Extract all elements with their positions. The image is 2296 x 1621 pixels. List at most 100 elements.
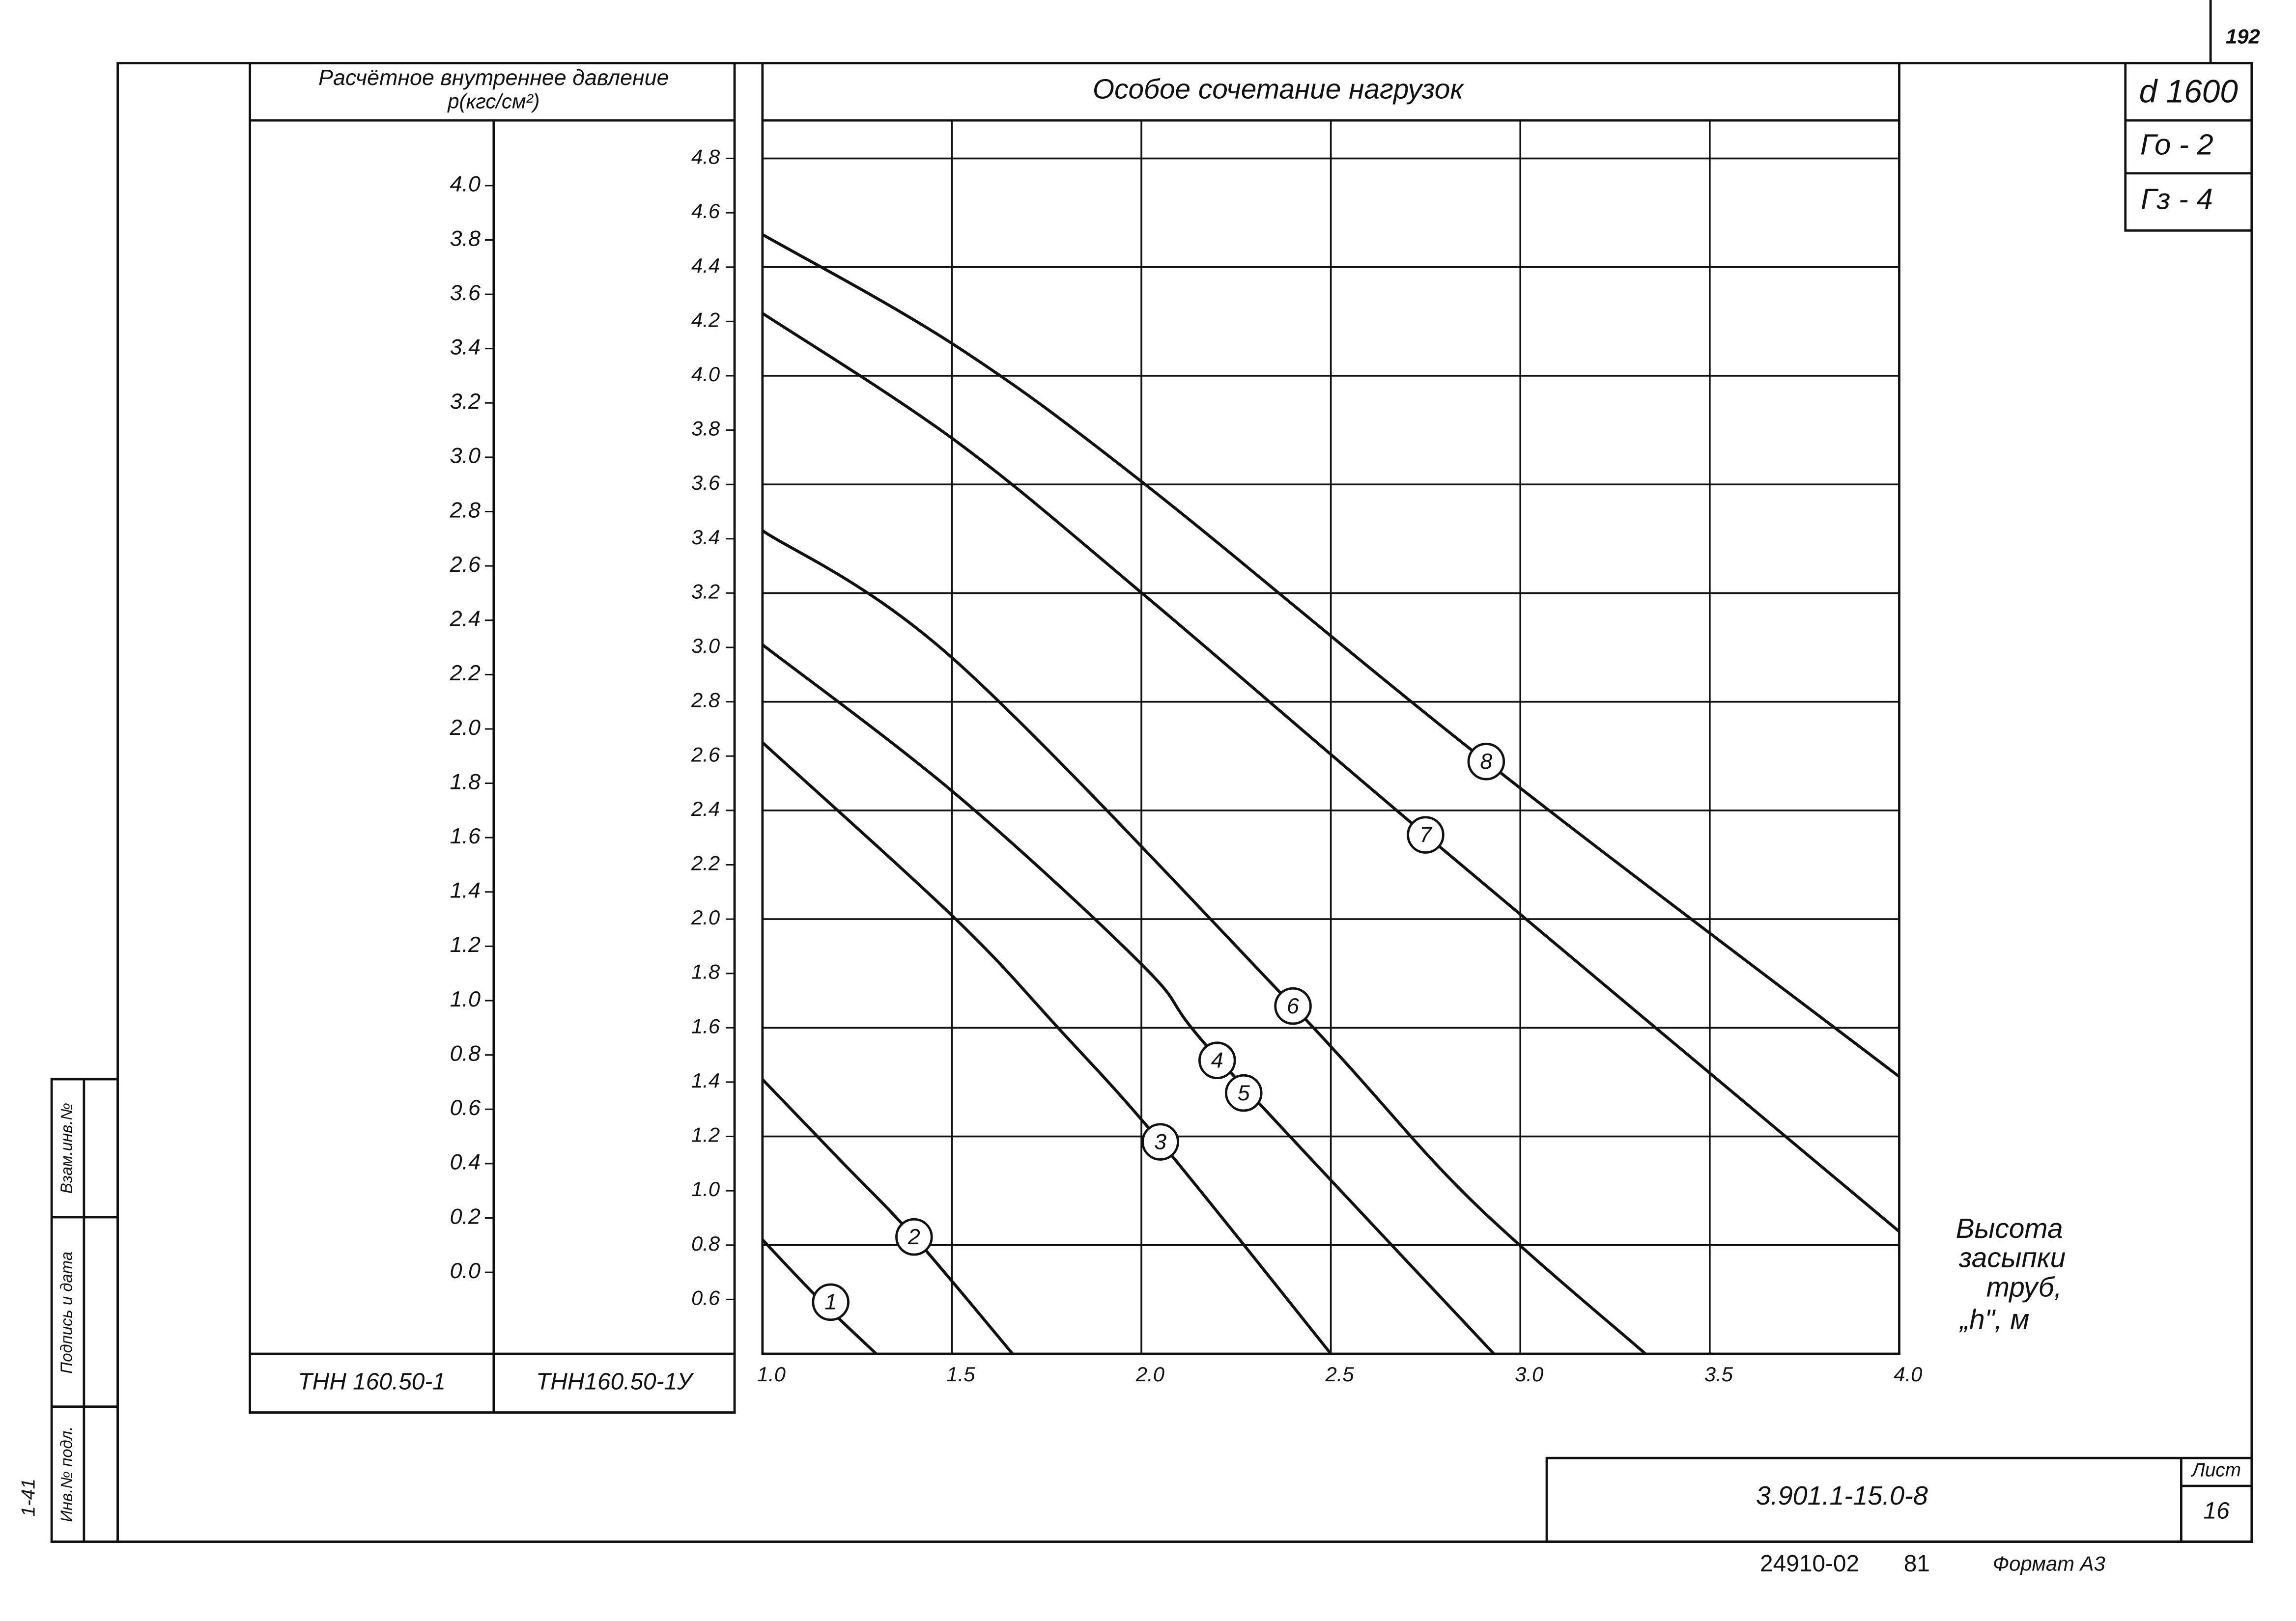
y-tick-label: 0.6 bbox=[691, 1286, 720, 1309]
order-number: 24910-02 bbox=[1760, 1551, 1859, 1577]
y-tick-label: 2.8 bbox=[691, 689, 720, 712]
curve-label: 6 bbox=[1287, 993, 1299, 1018]
curve-label: 7 bbox=[1419, 822, 1433, 847]
doc-code: 3.901.1-15.0-8 bbox=[1756, 1481, 1928, 1510]
title-block bbox=[1545, 1456, 2253, 1543]
curve-label: 8 bbox=[1480, 749, 1492, 774]
y-tick-label: 3.6 bbox=[691, 471, 720, 494]
page-number: 192 bbox=[2226, 25, 2260, 48]
y-tick-label: 3.4 bbox=[691, 526, 720, 549]
side-label: Инв.№ подл. bbox=[57, 1426, 76, 1522]
stamp-box bbox=[2124, 62, 2253, 232]
y2-tick-label: 2.6 bbox=[450, 552, 481, 577]
y2-tick-label: 0.0 bbox=[450, 1258, 481, 1283]
curve-label: 1 bbox=[824, 1289, 837, 1314]
chart-title: Особое сочетание нагрузок bbox=[1093, 74, 1464, 105]
y-tick-label: 2.0 bbox=[691, 906, 720, 929]
y-tick-label: 3.8 bbox=[691, 417, 720, 440]
y2-tick-label: 2.0 bbox=[450, 715, 481, 740]
column-label: ТНН160.50-1У bbox=[536, 1369, 694, 1395]
format: Формат А3 bbox=[1993, 1552, 2105, 1575]
y2-tick-label: 2.2 bbox=[450, 660, 481, 685]
x-tick-label: 4.0 bbox=[1894, 1363, 1922, 1386]
x-tick-label: 2.0 bbox=[1135, 1363, 1164, 1386]
stamp-text: Гз - 4 bbox=[2141, 182, 2213, 215]
x-label: Высота bbox=[1956, 1213, 2063, 1244]
y2-tick-label: 2.4 bbox=[450, 606, 481, 631]
y2-tick-label: 3.0 bbox=[450, 443, 481, 468]
y2-tick-label: 0.8 bbox=[450, 1040, 481, 1065]
left-panel bbox=[249, 62, 736, 1414]
x-tick-label: 2.5 bbox=[1325, 1363, 1355, 1386]
curve bbox=[762, 529, 1646, 1355]
y-tick-label: 4.6 bbox=[691, 199, 720, 223]
y-tick-label: 2.6 bbox=[691, 743, 720, 766]
y-label: Расчётное внутреннее давление bbox=[318, 65, 669, 90]
curve-label: 2 bbox=[907, 1224, 920, 1249]
side-label: Подпись и дата bbox=[57, 1252, 76, 1374]
y2-tick-label: 0.4 bbox=[450, 1149, 481, 1174]
y2-tick-label: 1.6 bbox=[450, 823, 481, 848]
y2-tick-label: 3.2 bbox=[450, 389, 481, 414]
frame bbox=[50, 0, 2253, 1543]
x-label: засыпки bbox=[1958, 1243, 2066, 1274]
y-tick-label: 2.2 bbox=[691, 852, 720, 875]
curve bbox=[761, 1078, 1014, 1355]
y-unit: p(кгс/см²) bbox=[447, 89, 539, 112]
outer-frame bbox=[116, 62, 2253, 1543]
x-tick-label: 1.5 bbox=[946, 1363, 975, 1386]
y-tick-label: 1.6 bbox=[691, 1014, 720, 1037]
order-year: 81 bbox=[1904, 1551, 1930, 1577]
y2-tick-label: 0.2 bbox=[450, 1203, 481, 1229]
y-tick-label: 3.0 bbox=[691, 634, 720, 657]
y2-tick-label: 0.6 bbox=[450, 1095, 481, 1120]
y2-tick-label: 1.2 bbox=[450, 932, 481, 957]
curve-label-circle bbox=[1467, 743, 1505, 781]
side-label: Взам.инв.№ bbox=[57, 1103, 76, 1194]
y-tick-label: 4.0 bbox=[691, 363, 720, 386]
stamp-text: d 1600 bbox=[2139, 73, 2239, 110]
sheet-label: Лист bbox=[2190, 1459, 2241, 1481]
curve-label-circle bbox=[1141, 1123, 1179, 1161]
curve-label-circle bbox=[1274, 987, 1312, 1025]
y-tick-label: 1.2 bbox=[691, 1123, 720, 1146]
y-tick-label: 1.4 bbox=[691, 1069, 720, 1092]
y2-tick-label: 4.0 bbox=[450, 171, 481, 196]
y-tick-label: 1.0 bbox=[691, 1177, 720, 1201]
y2-tick-label: 3.8 bbox=[450, 225, 481, 251]
x-tick-label: 3.5 bbox=[1704, 1363, 1733, 1386]
curve-label: 4 bbox=[1211, 1048, 1223, 1073]
y2-tick-label: 1.4 bbox=[450, 878, 481, 903]
curve-label: 3 bbox=[1154, 1129, 1166, 1154]
x-label: труб, bbox=[1986, 1272, 2062, 1303]
curve-label-circle bbox=[895, 1218, 933, 1256]
y-tick-label: 1.8 bbox=[691, 960, 720, 983]
y-tick-label: 3.2 bbox=[691, 580, 720, 603]
curve-label-circle bbox=[812, 1283, 850, 1321]
curve bbox=[762, 233, 1900, 1078]
y2-tick-label: 1.0 bbox=[450, 986, 481, 1011]
y-tick-label: 0.8 bbox=[691, 1232, 720, 1255]
sheet-number: 16 bbox=[2203, 1498, 2230, 1524]
y2-tick-label: 1.8 bbox=[450, 769, 481, 794]
x-tick-label: 1.0 bbox=[757, 1363, 786, 1386]
curve-label-circle bbox=[1198, 1041, 1236, 1079]
y-tick-label: 4.8 bbox=[691, 145, 720, 168]
curve bbox=[762, 643, 1495, 1355]
curve-label-circle bbox=[1225, 1074, 1263, 1112]
y2-tick-label: 3.6 bbox=[450, 280, 481, 305]
side-mark: 1-41 bbox=[18, 1479, 39, 1517]
y-tick-label: 4.2 bbox=[691, 308, 720, 331]
curve bbox=[761, 741, 1332, 1355]
curve-label-circle bbox=[1407, 816, 1445, 854]
y-tick-label: 2.4 bbox=[691, 797, 720, 820]
y-tick-label: 4.4 bbox=[691, 254, 720, 277]
y2-tick-label: 3.4 bbox=[450, 335, 481, 360]
x-tick-label: 3.0 bbox=[1515, 1363, 1543, 1386]
stamp-text: Го - 2 bbox=[2140, 128, 2213, 161]
curve bbox=[762, 312, 1900, 1233]
curve-label: 5 bbox=[1238, 1080, 1250, 1105]
column-label: ТНН 160.50-1 bbox=[298, 1369, 446, 1395]
